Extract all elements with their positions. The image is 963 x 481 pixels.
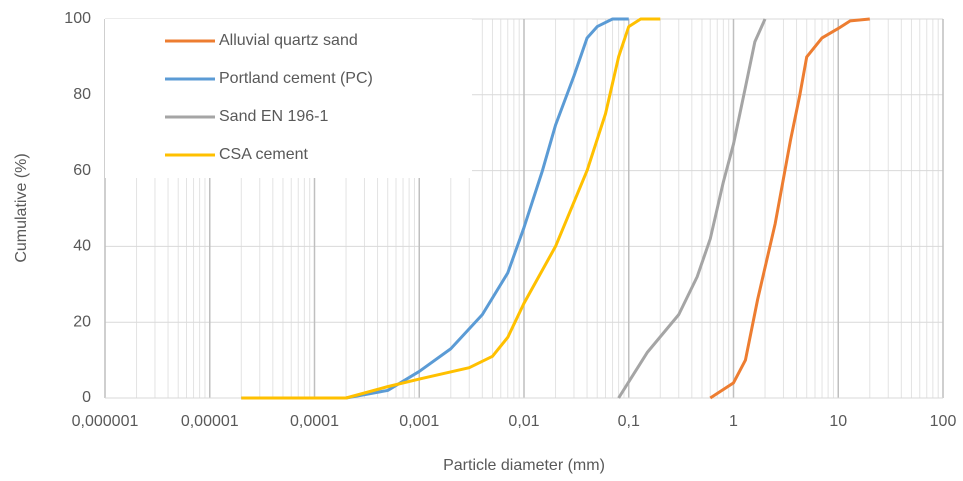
legend-label: Sand EN 196-1	[219, 108, 329, 125]
x-tick-label: 10	[829, 413, 847, 430]
x-tick-label: 1	[729, 413, 738, 430]
legend-box	[105, 19, 472, 178]
y-axis-label: Cumulative (%)	[13, 153, 30, 262]
x-tick-label: 0,01	[508, 413, 539, 430]
legend-label: Alluvial quartz sand	[219, 32, 358, 49]
y-tick-label: 20	[73, 313, 91, 330]
x-tick-label: 0,001	[399, 413, 439, 430]
x-tick-label: 0,0001	[290, 413, 339, 430]
x-tick-label: 100	[930, 413, 957, 430]
x-axis-label: Particle diameter (mm)	[443, 457, 605, 474]
x-tick-label: 0,1	[618, 413, 640, 430]
series-line	[617, 18, 767, 399]
y-tick-label: 0	[82, 389, 91, 406]
y-tick-label: 60	[73, 162, 91, 179]
y-tick-label: 100	[64, 10, 91, 27]
series-line	[709, 17, 870, 400]
series-line	[241, 17, 661, 400]
y-tick-label: 40	[73, 238, 91, 255]
y-tick-label: 80	[73, 86, 91, 103]
legend-label: CSA cement	[219, 146, 308, 163]
x-tick-label: 0,000001	[72, 413, 139, 430]
legend-label: Portland cement (PC)	[219, 70, 373, 87]
x-tick-label: 0,00001	[181, 413, 239, 430]
